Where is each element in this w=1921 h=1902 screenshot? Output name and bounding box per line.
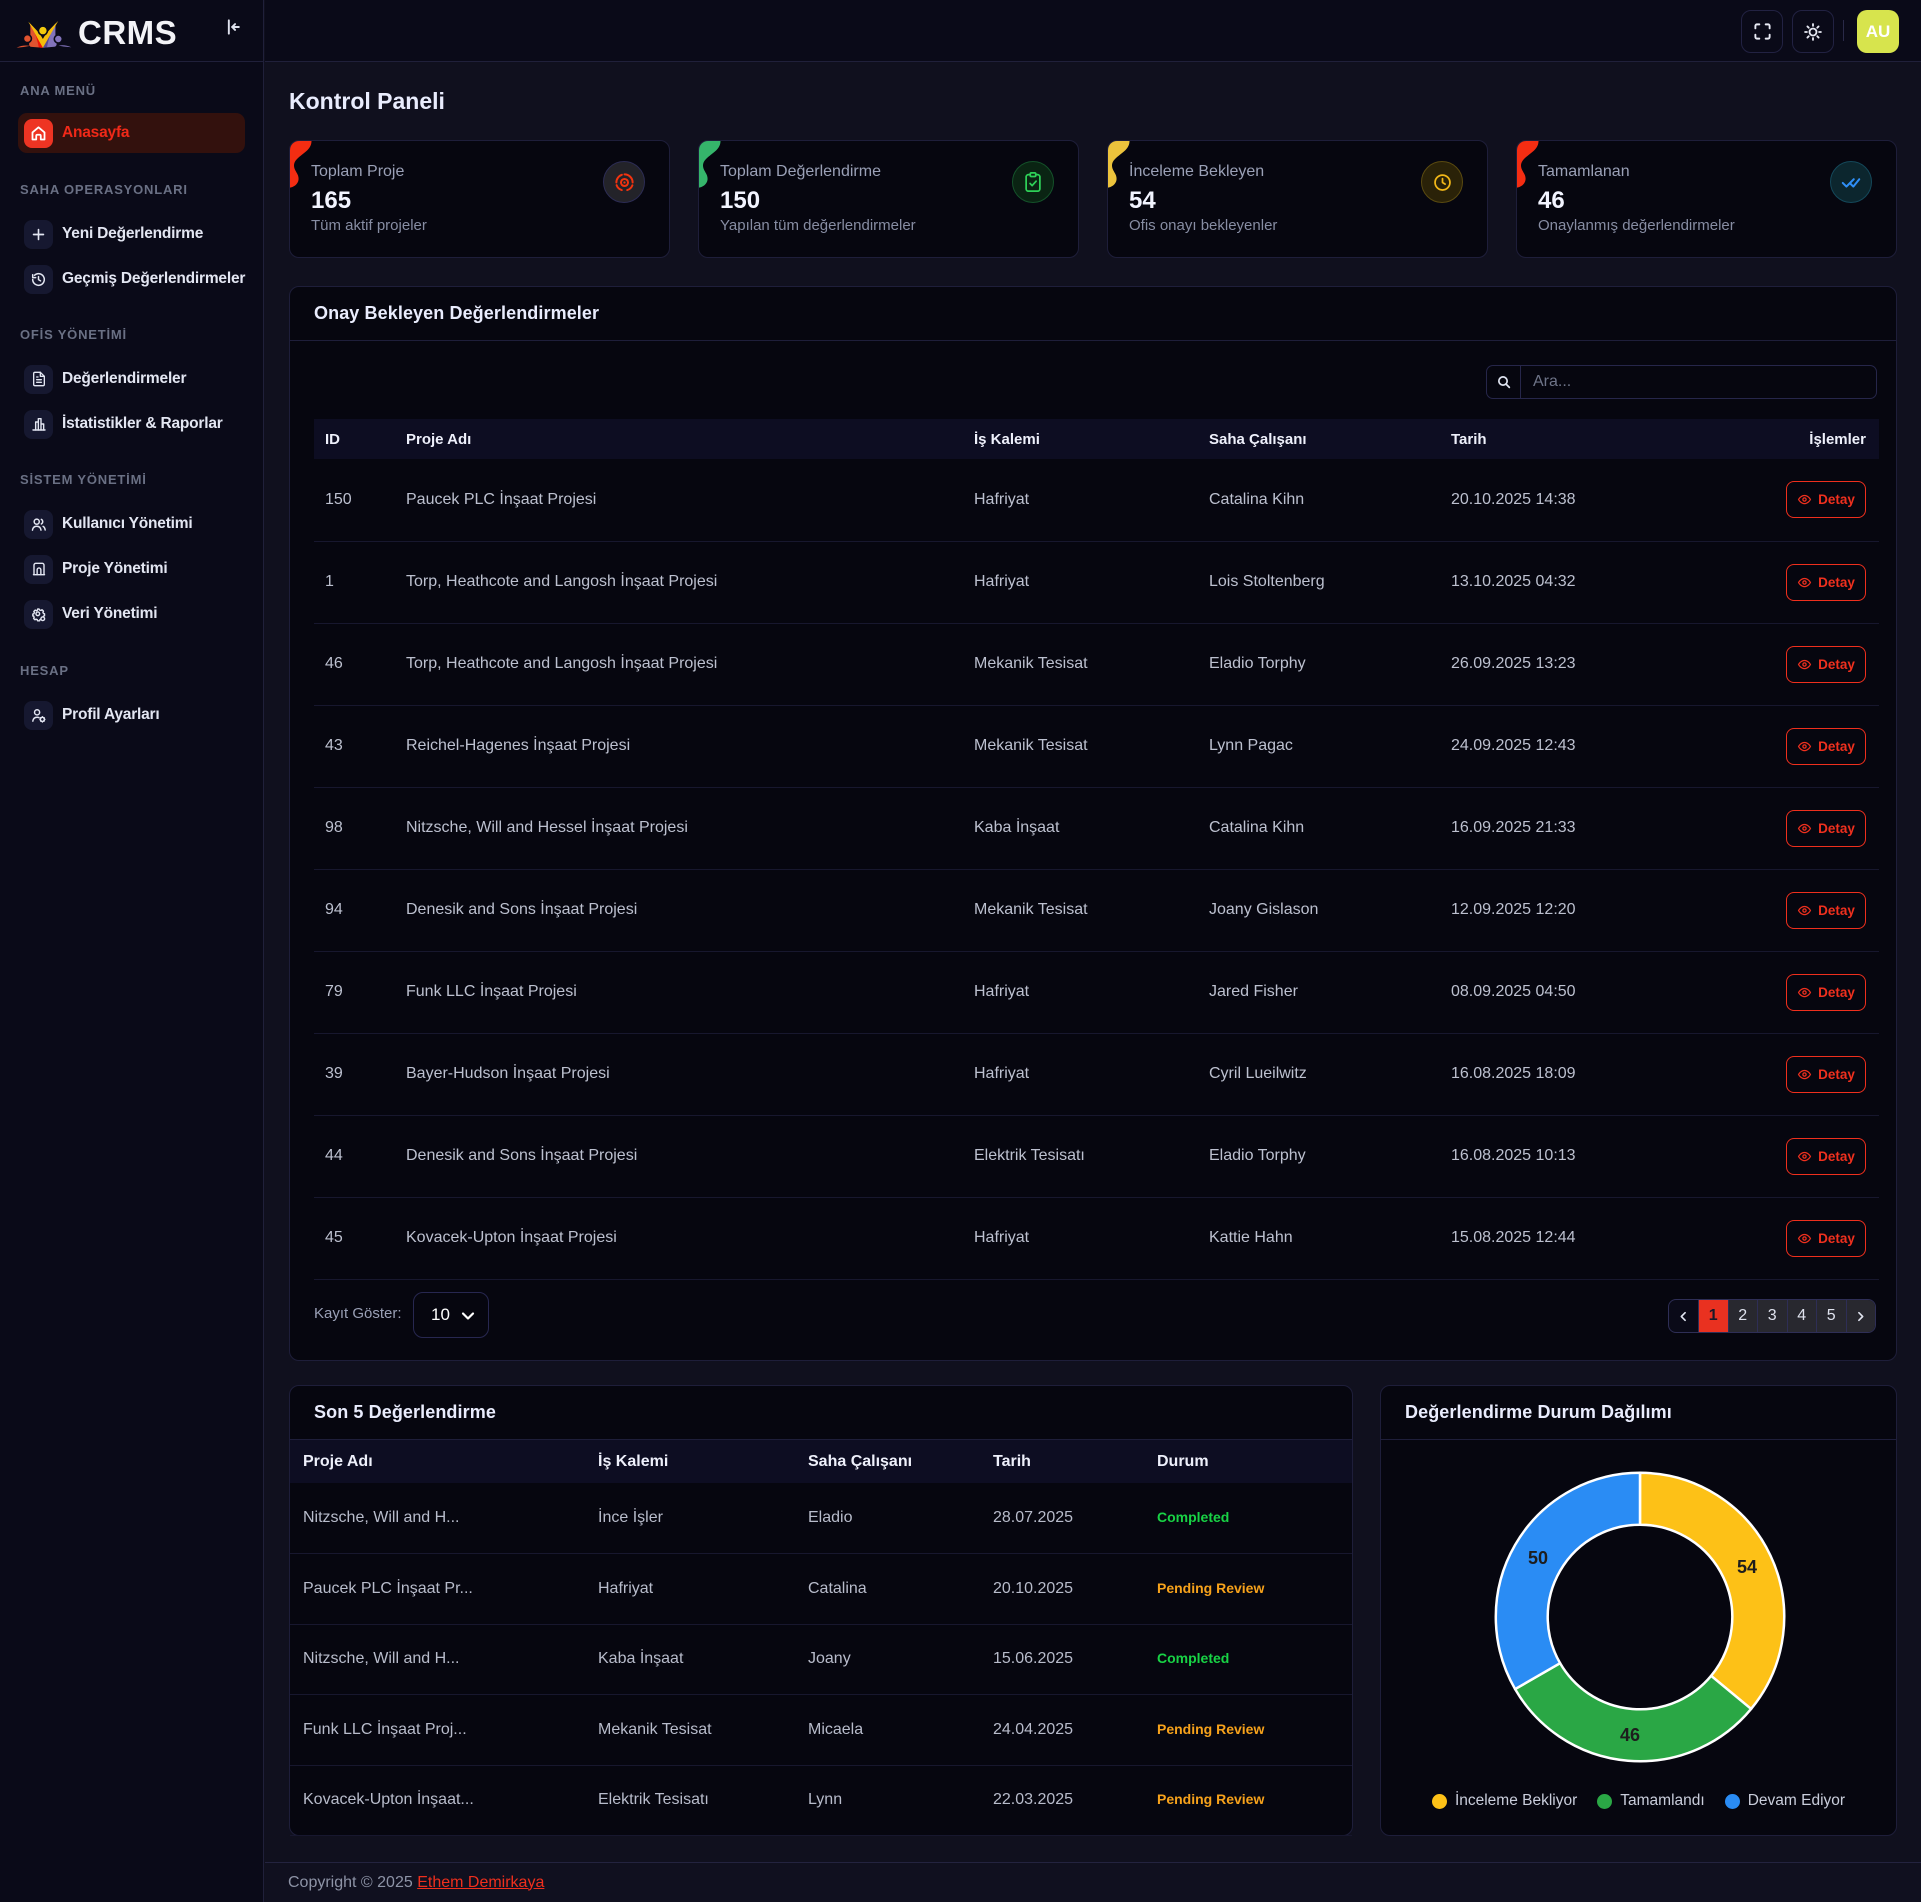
svg-text:54: 54 — [1737, 1557, 1757, 1577]
svg-text:50: 50 — [1528, 1548, 1548, 1568]
svg-text:46: 46 — [1620, 1725, 1640, 1745]
